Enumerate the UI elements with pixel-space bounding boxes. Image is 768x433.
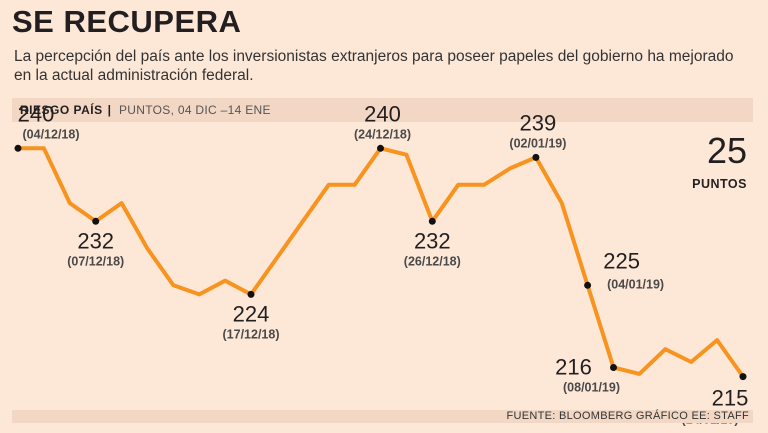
change-value: 25 bbox=[707, 130, 747, 171]
source-text: FUENTE: BLOOMBERG GRÁFICO EE: STAFF bbox=[506, 410, 749, 422]
data-value-label: 239 bbox=[520, 110, 557, 135]
data-point bbox=[584, 281, 592, 289]
data-value-label: 224 bbox=[233, 301, 270, 326]
data-value-label: 225 bbox=[603, 248, 640, 273]
label-divider: | bbox=[107, 103, 111, 117]
data-point bbox=[92, 217, 100, 225]
data-value-label: 232 bbox=[414, 228, 451, 253]
change-unit: PUNTOS bbox=[692, 177, 747, 191]
data-date-label: (04/12/18) bbox=[23, 127, 80, 141]
page-title: SE RECUPERA bbox=[12, 4, 242, 39]
data-value-label: 232 bbox=[77, 228, 114, 253]
footer-bar: FUENTE: BLOOMBERG GRÁFICO EE: STAFF bbox=[12, 410, 753, 423]
data-point bbox=[739, 373, 747, 381]
series-label-bar: RIESGO PAÍS | PUNTOS, 04 DIC –14 ENE bbox=[12, 98, 753, 122]
series-label: RIESGO PAÍS bbox=[20, 103, 103, 117]
data-date-label: (07/12/18) bbox=[67, 254, 124, 268]
data-date-label: (26/12/18) bbox=[404, 254, 461, 268]
data-point bbox=[14, 144, 22, 152]
data-point bbox=[247, 290, 255, 298]
data-point bbox=[428, 217, 436, 225]
series-sublabel: PUNTOS, 04 DIC –14 ENE bbox=[119, 103, 271, 117]
data-date-label: (24/12/18) bbox=[354, 127, 411, 141]
data-date-label: (04/01/19) bbox=[607, 277, 664, 291]
data-point bbox=[377, 144, 384, 152]
data-value-label: 215 bbox=[712, 386, 749, 411]
data-date-label: (02/01/19) bbox=[509, 136, 566, 150]
data-point bbox=[532, 153, 540, 161]
data-value-label: 216 bbox=[555, 355, 592, 380]
data-value-label: 240 bbox=[364, 101, 401, 126]
data-date-label: (17/12/18) bbox=[223, 327, 280, 341]
subtitle: La percepción del país ante los inversio… bbox=[14, 48, 734, 84]
data-point bbox=[610, 364, 617, 371]
data-date-label: (08/01/19) bbox=[563, 381, 620, 395]
data-value-label: 240 bbox=[18, 101, 55, 126]
